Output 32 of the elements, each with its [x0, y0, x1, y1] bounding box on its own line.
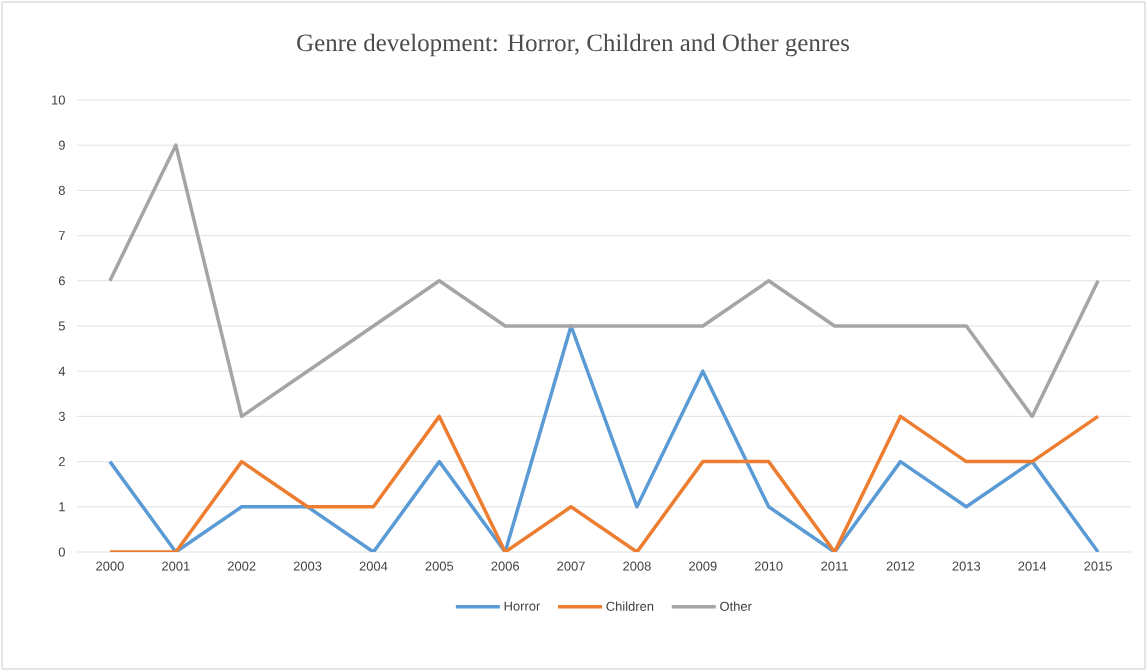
x-tick-label: 2014 [1018, 561, 1047, 571]
legend-label: Other [720, 601, 752, 611]
x-tick-label: 2010 [754, 561, 783, 571]
x-tick-label: 2003 [293, 561, 322, 571]
y-tick-label: 1 [59, 502, 65, 512]
y-tick-label: 8 [58, 185, 65, 195]
line-series [108, 414, 1100, 552]
x-tick-label: 2012 [886, 561, 915, 571]
y-tick-label: 4 [58, 366, 66, 376]
y-tick-label: 0 [58, 547, 65, 557]
legend-label: Horror [504, 601, 541, 611]
chart-title: Genre development: Horror, Children and Other genres [297, 33, 849, 57]
x-tick-label: 2001 [162, 561, 190, 571]
x-tick-label: 2004 [359, 561, 388, 571]
x-tick-label: 2002 [227, 561, 256, 571]
x-tick-label: 2015 [1084, 561, 1112, 571]
y-tick-label: 10 [52, 95, 65, 105]
legend-label: Children [606, 601, 654, 611]
x-tick-label: 2013 [952, 561, 981, 571]
x-tick-label: 2006 [491, 561, 520, 571]
y-tick-label: 3 [58, 411, 65, 421]
y-tick-label: 2 [58, 457, 65, 467]
y-tick-label: 9 [58, 140, 65, 150]
x-tick-label: 2000 [96, 561, 124, 571]
x-tick-label: 2009 [689, 561, 717, 571]
x-tick-label: 2007 [557, 561, 585, 571]
y-tick-label: 6 [58, 276, 65, 286]
y-tick-label: 5 [58, 321, 65, 331]
y-tick-label: 7 [58, 231, 65, 241]
x-tick-label: 2005 [425, 561, 454, 571]
x-tick-label: 2011 [821, 561, 848, 571]
x-tick-label: 2008 [623, 561, 651, 571]
